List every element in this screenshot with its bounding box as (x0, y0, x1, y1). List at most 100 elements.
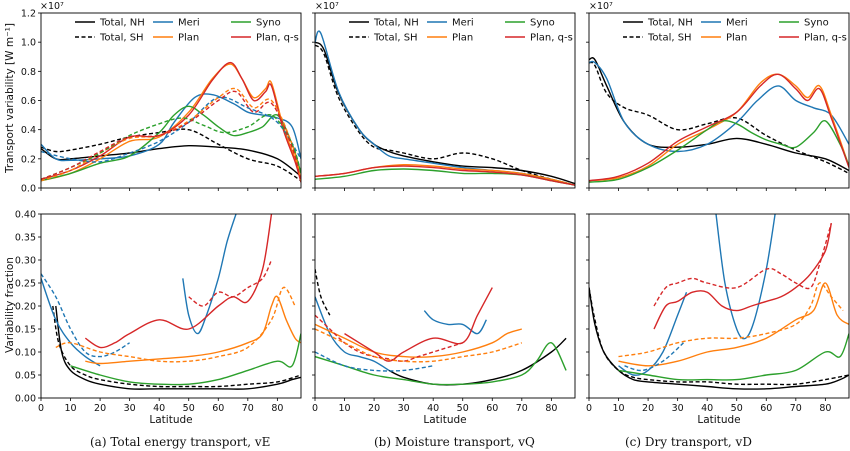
xtick-label: 50 (731, 403, 743, 414)
series-syno-c-top (589, 119, 849, 183)
xtick-label: 10 (64, 403, 76, 414)
legend-label-plan: Plan (726, 33, 747, 44)
series-syno-b-bottom (315, 342, 567, 386)
series-total-nh-a-top (41, 144, 301, 177)
xtick-label: 40 (427, 403, 439, 414)
legend-label-totnh: Total, NH (99, 18, 145, 29)
legend-label-syno: Syno (256, 18, 281, 29)
series-total-sh-dashed-c-top (589, 61, 849, 175)
ytick-label: 0.30 (15, 256, 36, 267)
series-syno-a-bottom (70, 333, 301, 386)
caption-c: (c) Dry transport, vD (625, 435, 752, 449)
series-plan-c-bottom (618, 282, 849, 367)
xtick-label: 80 (545, 403, 557, 414)
legend-label-plan: Plan (178, 33, 199, 44)
legend-label-meri: Meri (178, 18, 200, 29)
panel-c-bottom: 0 10 20 30 40 50 60 70 80 (586, 213, 850, 414)
panel-a-bottom: 0 10 20 30 40 50 60 70 80 0.00 0.05 0.10 0.15 0.20 0.2… (15, 210, 302, 414)
ytick-label: 0.4 (21, 125, 36, 136)
series-meri-b-bottom (423, 310, 488, 335)
ytick-label: 0.15 (15, 325, 36, 336)
series-total-nh-c-top (589, 57, 849, 172)
series-plan-c-top (589, 73, 849, 182)
series-meri-dashed-b-bottom (315, 351, 434, 372)
ytick-label: 0.05 (15, 371, 36, 382)
ytick-label: 1.0 (21, 38, 36, 49)
xtick-label: 20 (642, 403, 654, 414)
xtick-label: 60 (212, 403, 224, 414)
series-plan-q-s-dashed-a-bottom (188, 259, 273, 307)
ytick-label: 0.00 (15, 394, 36, 405)
series-plan-q-s-a-bottom (84, 214, 273, 349)
series-plan-dashed-b-bottom (315, 328, 523, 363)
series-plan-a-bottom (85, 295, 301, 365)
legend-label-totsh: Total, SH (647, 33, 692, 44)
series-meri-c-top (589, 60, 849, 153)
ytick-label: 0.0 (21, 184, 36, 195)
xtick-label: 70 (516, 403, 528, 414)
series-plan-q-s-dashed-c-bottom (653, 223, 832, 307)
legend-b: Total, NH Total, SH Meri Plan Syno Plan, q-s (349, 18, 573, 44)
series-total-sh-dashed-a-bottom (52, 305, 301, 388)
legend-label-planqs: Plan, q-s (256, 33, 299, 44)
series-meri-b-top (315, 30, 575, 186)
ytick-label: 0.8 (21, 67, 36, 78)
panel-a-top: 0.0 0.2 0.4 0.6 0.8 1.0 1.2 (21, 9, 302, 195)
ytick-label: 0.40 (15, 210, 36, 221)
xtick-label: 70 (242, 403, 254, 414)
series-total-nh-b-bottom (388, 337, 567, 386)
series-plan-q-s-c-top (589, 73, 849, 182)
legend-label-plan: Plan (452, 33, 473, 44)
series-plan-dashed-c-bottom (618, 282, 844, 358)
panel-c-top (586, 12, 850, 191)
series-total-nh-b-top (315, 41, 575, 185)
series-meri-dashed-c-bottom (624, 342, 684, 372)
xlabel-b: Latitude (423, 414, 466, 426)
series-total-sh-dashed-c-bottom (589, 287, 849, 386)
series-meri-c-bottom (618, 291, 688, 376)
legend-label-planqs: Plan, q-s (804, 33, 847, 44)
xtick-label: 30 (398, 403, 410, 414)
series-total-sh-dashed-b-top (315, 44, 575, 186)
xtick-label: 30 (672, 403, 684, 414)
series-syno-a-top (41, 105, 301, 182)
caption-b: (b) Moisture transport, vQ (374, 435, 535, 449)
xtick-label: 80 (819, 403, 831, 414)
legend-label-totnh: Total, NH (647, 18, 693, 29)
xtick-label: 0 (586, 403, 592, 414)
ytick-label: 0.35 (15, 233, 36, 244)
xtick-label: 40 (701, 403, 713, 414)
series-plan-q-s-b-bottom (344, 287, 493, 362)
scale-label-b: ×10⁷ (315, 1, 339, 12)
ytick-label: 0.20 (15, 302, 36, 313)
xtick-label: 60 (486, 403, 498, 414)
series-meri-dashed-a-top (41, 96, 301, 163)
ytick-label: 1.2 (21, 9, 36, 20)
series-total-nh-a-bottom (55, 305, 301, 390)
legend-label-totsh: Total, SH (99, 33, 144, 44)
series-plan-q-s-b-top (315, 165, 575, 186)
series-total-sh-dashed-a-top (41, 128, 301, 182)
xtick-label: 10 (338, 403, 350, 414)
legend-c: Total, NH Total, SH Meri Plan Syno Plan, q-s (623, 18, 847, 44)
xtick-label: 10 (612, 403, 624, 414)
series-plan-q-s-a-top (41, 61, 301, 183)
series-syno-c-bottom (618, 333, 849, 381)
series-total-sh-dashed-b-bottom (315, 269, 331, 316)
xtick-label: 50 (457, 403, 469, 414)
xtick-label: 80 (271, 403, 283, 414)
ytick-label: 0.6 (21, 96, 36, 107)
ytick-label: 0.10 (15, 348, 36, 359)
xtick-label: 30 (124, 403, 136, 414)
xtick-label: 50 (183, 403, 195, 414)
axes-frame-b-bottom (314, 213, 576, 399)
caption-a: (a) Total energy transport, vE (90, 435, 270, 449)
legend-label-syno: Syno (530, 18, 555, 29)
xlabel-a: Latitude (149, 414, 192, 426)
ylabel-top: Transport variability [W m⁻¹] (4, 23, 16, 174)
legend-label-syno: Syno (804, 18, 829, 29)
series-meri-dashed-a-bottom (41, 273, 130, 358)
series-plan-dashed-a-bottom (55, 286, 296, 363)
xtick-label: 70 (790, 403, 802, 414)
xtick-label: 0 (312, 403, 318, 414)
